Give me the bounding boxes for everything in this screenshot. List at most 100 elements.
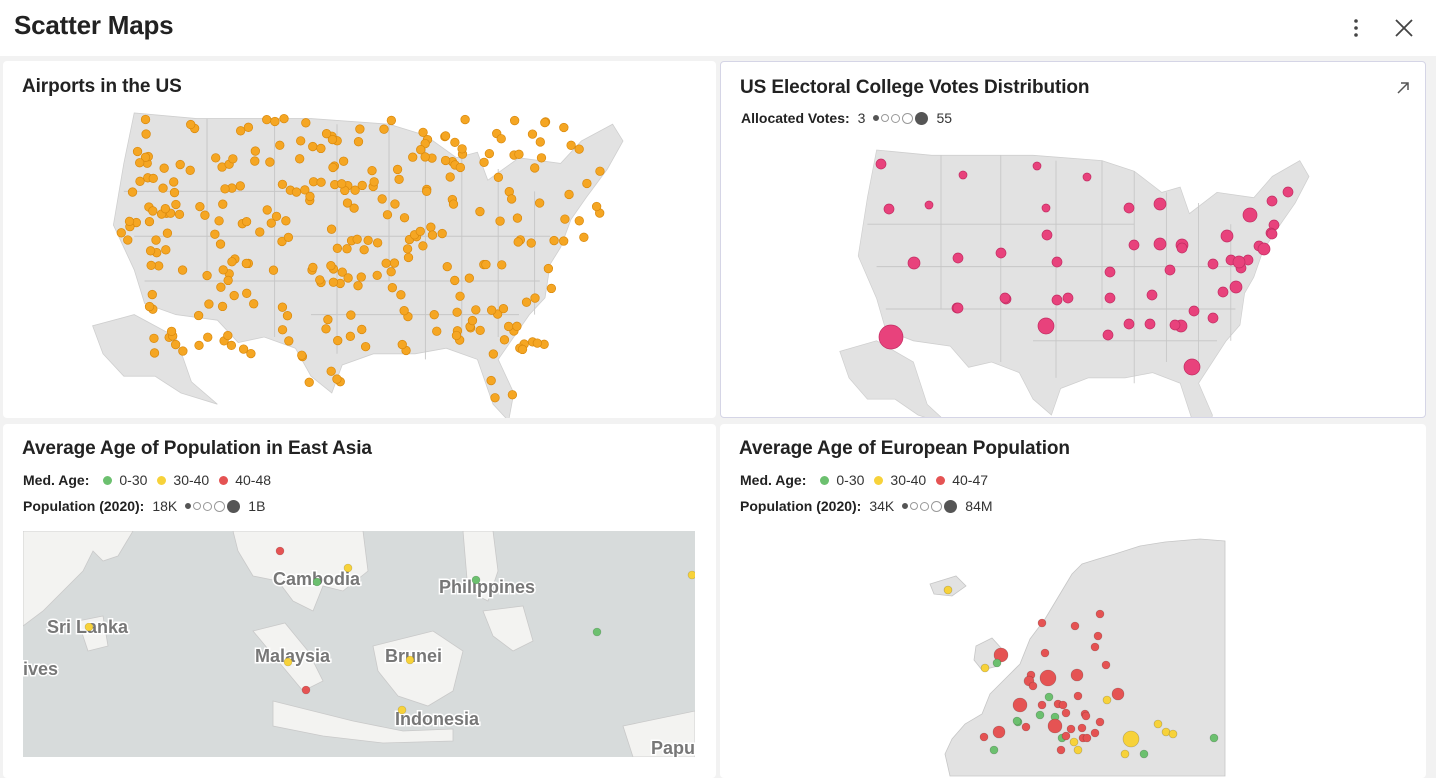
airport-point[interactable] — [526, 238, 536, 248]
state-votes-point[interactable] — [1266, 195, 1278, 207]
airport-point[interactable] — [486, 375, 496, 386]
state-votes-point[interactable] — [1123, 202, 1135, 214]
airport-point[interactable] — [342, 244, 352, 254]
country-age-point[interactable] — [1168, 729, 1178, 739]
country-age-point[interactable] — [1081, 711, 1091, 721]
airport-point[interactable] — [162, 228, 173, 238]
airport-point[interactable] — [429, 310, 439, 320]
country-age-point[interactable] — [1111, 687, 1125, 701]
airport-point[interactable] — [372, 238, 383, 248]
country-age-point[interactable] — [275, 546, 285, 556]
airport-point[interactable] — [227, 257, 237, 267]
tile-electoral-votes[interactable]: US Electoral College Votes Distribution … — [720, 61, 1426, 418]
airport-point[interactable] — [346, 310, 356, 320]
airport-point[interactable] — [397, 339, 407, 350]
airport-point[interactable] — [193, 310, 204, 321]
airport-point[interactable] — [242, 288, 252, 298]
airport-point[interactable] — [427, 230, 438, 240]
country-age-point[interactable] — [1070, 668, 1084, 682]
tile-europe[interactable]: Average Age of European Population Med. … — [720, 424, 1426, 778]
country-age-point[interactable] — [343, 563, 353, 573]
airport-point[interactable] — [490, 393, 500, 403]
airport-point[interactable] — [353, 137, 364, 147]
airport-point[interactable] — [161, 245, 171, 255]
airport-point[interactable] — [270, 116, 280, 127]
state-votes-point[interactable] — [1176, 242, 1188, 254]
airport-point[interactable] — [337, 179, 347, 189]
airport-point[interactable] — [215, 239, 226, 249]
airport-point[interactable] — [116, 228, 126, 238]
country-age-point[interactable] — [84, 622, 94, 632]
airport-point[interactable] — [194, 340, 204, 351]
airport-point[interactable] — [327, 134, 338, 145]
country-age-point[interactable] — [1012, 716, 1022, 726]
airport-point[interactable] — [350, 185, 360, 195]
airport-point[interactable] — [381, 258, 391, 268]
country-age-point[interactable] — [301, 685, 311, 695]
country-age-point[interactable] — [405, 655, 415, 665]
airport-point[interactable] — [416, 145, 426, 155]
airport-point[interactable] — [387, 283, 397, 293]
airport-point[interactable] — [355, 124, 365, 134]
airport-point[interactable] — [235, 181, 245, 191]
airport-point[interactable] — [498, 303, 509, 314]
airport-point[interactable] — [166, 326, 177, 337]
airport-point[interactable] — [211, 153, 221, 163]
airport-point[interactable] — [564, 189, 574, 200]
airport-point[interactable] — [238, 344, 249, 354]
country-age-point[interactable] — [1037, 700, 1047, 710]
state-votes-point[interactable] — [1144, 318, 1156, 330]
airport-point[interactable] — [357, 324, 367, 335]
airport-point[interactable] — [283, 232, 294, 243]
airport-point[interactable] — [394, 174, 404, 184]
airport-point[interactable] — [440, 131, 451, 141]
airport-point[interactable] — [271, 211, 282, 222]
airport-point[interactable] — [534, 198, 545, 208]
airport-point[interactable] — [527, 129, 538, 139]
country-age-point[interactable] — [1044, 692, 1054, 702]
airport-point[interactable] — [202, 270, 212, 281]
country-age-point[interactable] — [1122, 730, 1140, 748]
country-age-point[interactable] — [980, 663, 990, 673]
country-age-point[interactable] — [1021, 722, 1031, 732]
airport-point[interactable] — [345, 331, 356, 341]
airport-point[interactable] — [357, 180, 367, 191]
country-age-point[interactable] — [993, 647, 1009, 663]
country-age-point[interactable] — [943, 585, 953, 595]
airport-point[interactable] — [147, 289, 157, 300]
airport-point[interactable] — [440, 155, 451, 166]
airport-point[interactable] — [291, 187, 302, 197]
airport-point[interactable] — [499, 335, 510, 345]
state-votes-point[interactable] — [952, 302, 964, 314]
airport-point[interactable] — [332, 374, 342, 384]
airport-point[interactable] — [333, 335, 343, 346]
country-age-point[interactable] — [1039, 669, 1057, 687]
airport-point[interactable] — [144, 216, 155, 227]
airport-point[interactable] — [402, 244, 413, 254]
airport-point[interactable] — [546, 283, 557, 294]
airport-point[interactable] — [214, 216, 224, 226]
state-votes-point[interactable] — [1102, 329, 1114, 341]
airport-point[interactable] — [495, 216, 505, 226]
state-votes-point[interactable] — [1153, 237, 1167, 251]
country-age-point[interactable] — [1209, 733, 1219, 743]
state-votes-point[interactable] — [875, 158, 887, 170]
airport-point[interactable] — [177, 265, 188, 275]
airport-point[interactable] — [316, 177, 326, 187]
airport-point[interactable] — [382, 210, 393, 220]
airport-point[interactable] — [372, 270, 382, 281]
country-age-point[interactable] — [1120, 749, 1130, 759]
airport-point[interactable] — [326, 366, 336, 376]
airport-point[interactable] — [507, 390, 518, 400]
airport-point[interactable] — [543, 263, 554, 274]
airport-point[interactable] — [185, 165, 195, 175]
airport-point[interactable] — [530, 293, 540, 303]
airport-point[interactable] — [262, 114, 272, 125]
airport-point[interactable] — [352, 234, 362, 244]
state-votes-point[interactable] — [1183, 358, 1201, 376]
country-age-point[interactable] — [979, 732, 989, 742]
airport-point[interactable] — [509, 115, 520, 126]
airport-point[interactable] — [178, 346, 188, 356]
airport-point[interactable] — [390, 199, 400, 209]
airport-point[interactable] — [332, 243, 343, 253]
